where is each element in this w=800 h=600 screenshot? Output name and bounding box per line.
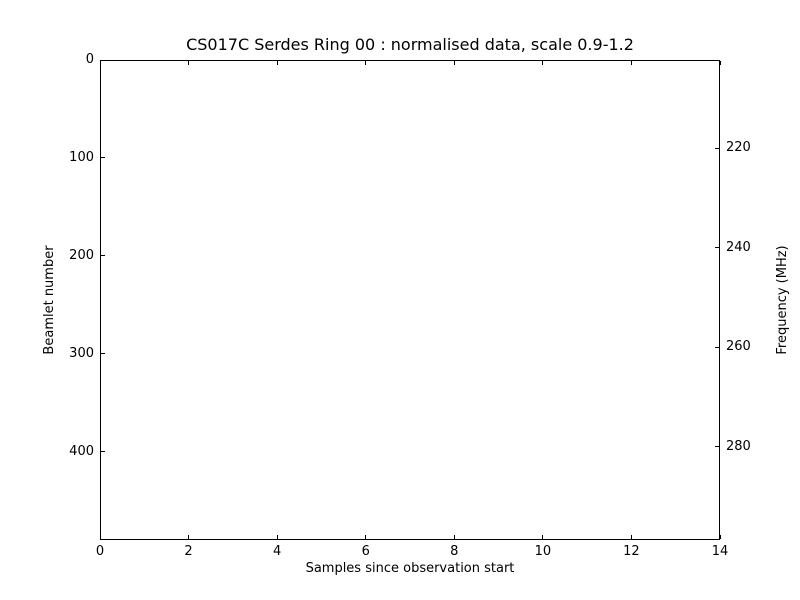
- x-tick-mark-bottom: [630, 535, 632, 539]
- y-right-tick-mark: [715, 247, 719, 249]
- y-left-tick-mark: [101, 451, 105, 453]
- y-right-tick-mark: [715, 446, 719, 448]
- x-tick-mark-bottom: [276, 535, 278, 539]
- y-right-tick-mark: [715, 147, 719, 149]
- x-tick-label: 2: [184, 544, 193, 559]
- x-tick-label: 0: [95, 544, 105, 559]
- y-left-tick-label: 400: [69, 443, 94, 459]
- y-left-tick-mark: [101, 157, 105, 159]
- x-tick-mark-top: [99, 61, 101, 65]
- y-left-tick-mark: [101, 255, 105, 257]
- x-tick-mark-top: [365, 61, 367, 65]
- y-right-tick-mark: [715, 346, 719, 348]
- y-right-tick-label: 260: [726, 339, 751, 355]
- y-left-tick-label: 200: [69, 247, 94, 263]
- x-tick-mark-top: [630, 61, 632, 65]
- x-tick-mark-top: [542, 61, 544, 65]
- x-axis-label: Samples since observation start: [305, 561, 515, 576]
- chart-title: CS017C Serdes Ring 00 : normalised data,…: [186, 35, 634, 54]
- y-axis-label-right: Frequency (MHz): [775, 245, 790, 355]
- x-tick-mark-top: [719, 61, 721, 65]
- y-right-tick-label: 220: [726, 140, 751, 156]
- y-left-tick-label: 300: [69, 345, 94, 361]
- x-tick-label: 8: [450, 544, 459, 559]
- x-tick-mark-bottom: [453, 535, 455, 539]
- x-tick-label: 14: [711, 544, 729, 559]
- y-right-tick-label: 240: [726, 239, 751, 255]
- x-tick-mark-top: [188, 61, 190, 65]
- x-tick-label: 6: [361, 544, 370, 559]
- y-right-tick-label: 280: [726, 438, 751, 454]
- x-tick-mark-top: [453, 61, 455, 65]
- x-tick-mark-bottom: [719, 535, 721, 539]
- plot-area: [100, 60, 720, 540]
- x-tick-mark-top: [276, 61, 278, 65]
- y-left-tick-mark: [101, 353, 105, 355]
- x-tick-mark-bottom: [188, 535, 190, 539]
- x-tick-mark-bottom: [365, 535, 367, 539]
- x-tick-label: 10: [534, 544, 552, 559]
- x-tick-mark-bottom: [99, 535, 101, 539]
- x-tick-label: 12: [623, 544, 640, 559]
- y-left-tick-label: 0: [85, 52, 94, 67]
- y-left-tick-mark: [101, 59, 105, 61]
- y-left-tick-label: 100: [69, 149, 94, 165]
- x-tick-label: 4: [273, 544, 282, 559]
- x-tick-mark-bottom: [542, 535, 544, 539]
